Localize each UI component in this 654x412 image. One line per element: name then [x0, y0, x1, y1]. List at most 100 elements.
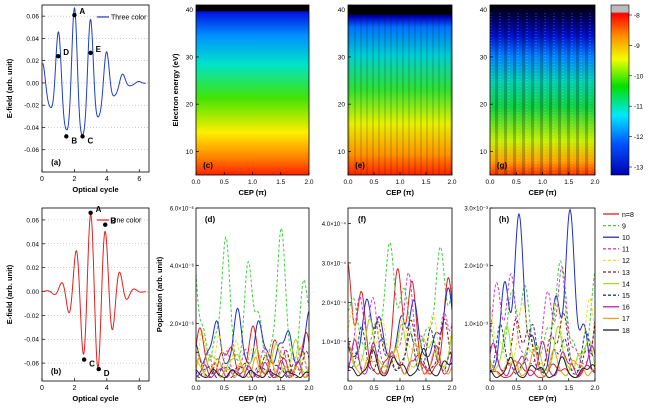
- x-tick-label-e: 1.5: [421, 179, 430, 186]
- x-tick-label-b: 0: [40, 385, 44, 392]
- y-tick-label-a: 0.02: [26, 58, 39, 65]
- x-axis-label-d: CEP (π): [238, 394, 267, 403]
- x-tick-label-c: 1.0: [248, 179, 257, 186]
- series-line-h-n8: [490, 362, 595, 379]
- plot-frame-d: [195, 207, 310, 382]
- x-tick-label-a: 4: [105, 176, 109, 183]
- colorbar-tick-label: -9: [634, 43, 640, 50]
- series-line-d-10: [196, 307, 309, 365]
- x-tick-label-f: 0.0: [343, 385, 352, 392]
- point-label-b-C: C: [89, 360, 95, 369]
- y-tick-label-a: -0.06: [24, 147, 39, 154]
- series-line-d-14: [196, 338, 309, 373]
- heatmap-c: [196, 5, 309, 175]
- x-tick-label-d: 1.0: [248, 385, 257, 392]
- x-tick-label-d: 0.5: [220, 385, 229, 392]
- x-tick-label-e: 0.5: [369, 179, 378, 186]
- panel-label-h: (h): [499, 215, 510, 224]
- point-label-b-A: A: [96, 205, 102, 214]
- series-line-d-12: [196, 330, 309, 372]
- y-tick-label-d: 6.0×10⁻⁶: [170, 206, 195, 213]
- x-tick-label-c: 0.5: [220, 179, 229, 186]
- y-tick-label-e: 40: [338, 7, 346, 14]
- colorbar: [610, 4, 630, 176]
- legend-label: 17: [622, 316, 630, 323]
- y-tick-label-f: 2.0×10⁻⁴: [322, 300, 347, 307]
- y-tick-label-a: -0.02: [24, 103, 39, 110]
- y-tick-label-b: 0.02: [26, 265, 39, 272]
- y-tick-label-h: 3.0×10⁻³: [464, 207, 488, 213]
- y-tick-label-e: 30: [338, 54, 346, 61]
- x-axis-label-a: Optical cycle: [72, 185, 118, 194]
- x-tick-label-h: 2.0: [590, 385, 599, 392]
- point-b-D: [96, 366, 101, 372]
- x-tick-label-a: 0: [40, 176, 44, 183]
- panel-label-g: (g): [497, 161, 508, 170]
- x-tick-label-g: 1.0: [538, 179, 547, 186]
- legend-label: 15: [622, 293, 630, 300]
- series-line-h-13: [490, 312, 595, 372]
- point-a-D: [56, 54, 61, 59]
- x-axis-label-f: CEP (π): [386, 394, 415, 403]
- point-label-a-D: D: [63, 48, 69, 57]
- panel-label-d: (d): [205, 215, 216, 224]
- point-a-C: [80, 134, 85, 139]
- y-tick-label-b: 0.06: [26, 217, 39, 224]
- panel-label-a: (a): [51, 158, 61, 167]
- series-line-h-11: [490, 266, 595, 365]
- plot-frame-b: [41, 207, 150, 382]
- series-line-f-18: [348, 347, 452, 377]
- series-line-d-17: [196, 356, 309, 379]
- legend-label: 11: [622, 247, 629, 254]
- y-tick-label-e: 20: [338, 102, 346, 109]
- plot-frame-g: [489, 4, 596, 176]
- colorbar-tick-label: -11: [634, 104, 643, 111]
- legend-label: 18: [622, 328, 630, 335]
- y-axis-label-d: Population (arb. unit): [155, 256, 164, 332]
- series-line-f-9: [348, 241, 452, 347]
- point-b-A: [88, 210, 93, 215]
- x-tick-label-d: 0.0: [191, 385, 200, 392]
- y-tick-label-c: 20: [186, 102, 194, 109]
- x-tick-label-f: 1.5: [421, 385, 430, 392]
- x-tick-label-f: 0.5: [369, 385, 378, 392]
- x-tick-label-c: 2.0: [304, 179, 313, 186]
- legend-label: 10: [622, 235, 630, 242]
- colorbar-tick-label: -13: [634, 165, 644, 172]
- series-line-f-17: [348, 342, 452, 375]
- y-tick-label-g: 40: [480, 7, 488, 14]
- y-tick-label-f: 3.0×10⁻⁴: [322, 260, 347, 267]
- x-tick-label-e: 1.0: [395, 179, 404, 186]
- plot-frame-h: [489, 207, 596, 382]
- x-tick-label-h: 0.0: [485, 385, 494, 392]
- series-group-f: [348, 241, 452, 377]
- legend-label: 16: [622, 305, 630, 312]
- series-line-h-18: [490, 356, 595, 379]
- x-tick-label-d: 1.5: [276, 385, 285, 392]
- x-tick-label-h: 1.5: [564, 385, 573, 392]
- colorbar-tick-label: -8: [634, 13, 640, 20]
- y-tick-label-h: 2.0×10⁻³: [464, 264, 488, 270]
- y-tick-label-a: 0.06: [26, 14, 39, 21]
- point-a-A: [72, 12, 77, 18]
- y-tick-label-a: 0.00: [26, 80, 39, 87]
- x-tick-label-f: 1.0: [395, 385, 404, 392]
- legend-label: n=8: [622, 212, 634, 219]
- x-axis-label-c: CEP (π): [238, 188, 267, 197]
- y-tick-label-b: 0.00: [26, 289, 39, 296]
- heatmap-texture-g: [490, 13, 595, 175]
- legend-label: 12: [622, 258, 630, 265]
- x-tick-label-b: 4: [105, 385, 109, 392]
- legend-label-a: Three color: [111, 15, 147, 22]
- y-tick-label-b: -0.04: [24, 337, 39, 344]
- y-axis-label-c: Electron energy (eV): [171, 53, 180, 126]
- point-label-a-E: E: [96, 45, 102, 54]
- x-tick-label-g: 1.5: [564, 179, 573, 186]
- x-tick-label-g: 0.5: [512, 179, 521, 186]
- panel-label-b: (b): [51, 367, 62, 376]
- x-tick-label-h: 0.5: [512, 385, 521, 392]
- x-tick-label-c: 1.5: [276, 179, 285, 186]
- x-tick-label-d: 2.0: [304, 385, 313, 392]
- y-tick-label-e: 10: [338, 149, 346, 156]
- x-tick-label-h: 1.0: [538, 385, 547, 392]
